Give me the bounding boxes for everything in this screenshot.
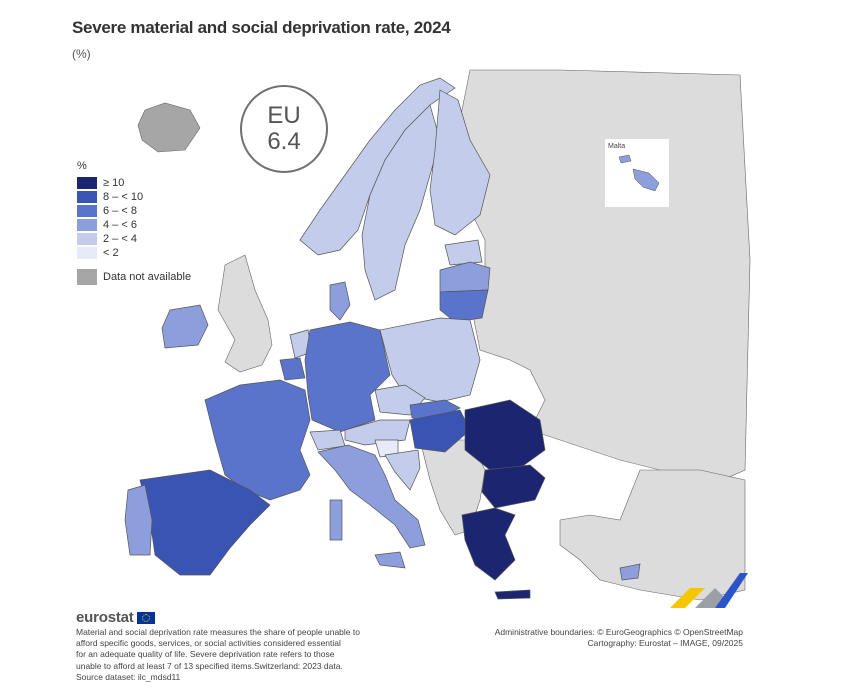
eu-flag-icon: [136, 611, 155, 624]
credit-line: Cartography: Eurostat – IMAGE, 09/2025: [587, 638, 743, 649]
region-austria: [344, 419, 411, 446]
malta-inset: Malta: [604, 138, 670, 208]
legend-item-na: Data not available: [77, 269, 191, 285]
malta-shape: [618, 154, 660, 192]
legend-label-na: Data not available: [103, 271, 192, 283]
legend-item: 4 – < 6: [77, 218, 191, 232]
eurostat-logo: eurostat: [76, 609, 155, 626]
region-finland: [429, 89, 491, 236]
region-estonia: [444, 239, 483, 266]
eu-label: EU: [267, 102, 301, 129]
region-germany: [304, 321, 391, 433]
legend-label: ≥ 10: [103, 177, 125, 189]
credit-line: Administrative boundaries: © EuroGeograp…: [494, 627, 743, 637]
legend-label: 2 – < 4: [103, 233, 137, 245]
eu-value: 6.4: [267, 128, 301, 155]
legend-swatch-na: [77, 269, 97, 285]
footnote: Material and social deprivation rate mea…: [76, 627, 386, 683]
region-italy: [317, 444, 426, 549]
coastline-accent: [559, 439, 661, 471]
region-bulgaria: [481, 464, 546, 509]
region-hungary: [409, 409, 471, 453]
legend-item: < 2: [77, 246, 191, 260]
legend-item: ≥ 10: [77, 176, 191, 190]
region-denmark: [329, 281, 351, 321]
legend-swatch: [77, 177, 97, 189]
legend-swatch: [77, 219, 97, 231]
region-sweden: [361, 104, 441, 301]
legend-swatch: [77, 205, 97, 217]
legend-swatch: [77, 233, 97, 245]
legend-label: 4 – < 6: [103, 219, 137, 231]
legend-label: 6 – < 8: [103, 205, 137, 217]
legend-swatch: [77, 247, 97, 259]
footnote-line: Source dataset: ilc_mdsd11: [76, 671, 181, 682]
region-france: [204, 379, 311, 501]
region-cyprus: [619, 563, 641, 581]
footnote-line: afford specific goods, services, or soci…: [76, 638, 341, 649]
region-portugal: [124, 484, 153, 556]
region-romania: [464, 399, 546, 471]
region-spain: [139, 469, 271, 576]
footnote-line: for an adequate quality of life. Severe …: [76, 649, 335, 660]
region-ireland: [161, 304, 209, 349]
legend-item: 8 – < 10: [77, 190, 191, 204]
map-title: Severe material and social deprivation r…: [72, 18, 451, 37]
legend-title: %: [77, 160, 87, 172]
non-eu-land: [137, 69, 751, 601]
legend-label: < 2: [103, 247, 119, 259]
region-crete: [494, 589, 531, 600]
credits: Administrative boundaries: © EuroGeograp…: [495, 627, 743, 649]
region-lithuania: [439, 289, 489, 323]
footnote-line: unable to afford at least 7 of 13 specif…: [76, 660, 343, 671]
legend-item: 2 – < 4: [77, 232, 191, 246]
region-sardinia: [329, 499, 343, 541]
region-sicily: [374, 551, 406, 569]
malta-label: Malta: [608, 143, 626, 150]
region-greece: [461, 507, 516, 581]
legend-item: 6 – < 8: [77, 204, 191, 218]
legend-label: 8 – < 10: [103, 191, 144, 203]
eu-countries: [124, 77, 641, 600]
region-croatia: [384, 449, 421, 491]
map-unit: (%): [72, 47, 91, 61]
region-poland: [379, 317, 481, 403]
map-legend: % ≥ 10 8 – < 10 6 – < 8 4 – < 6 2 – < 4 …: [77, 160, 191, 285]
region-latvia: [439, 261, 491, 293]
eu-average-badge: EU 6.4: [240, 85, 328, 173]
european-statistics-logo-icon: [670, 573, 748, 608]
footnote-line: Material and social deprivation rate mea…: [76, 627, 360, 637]
region-belgium: [279, 357, 306, 381]
logo-text: eurostat: [76, 609, 134, 626]
legend-swatch: [77, 191, 97, 203]
